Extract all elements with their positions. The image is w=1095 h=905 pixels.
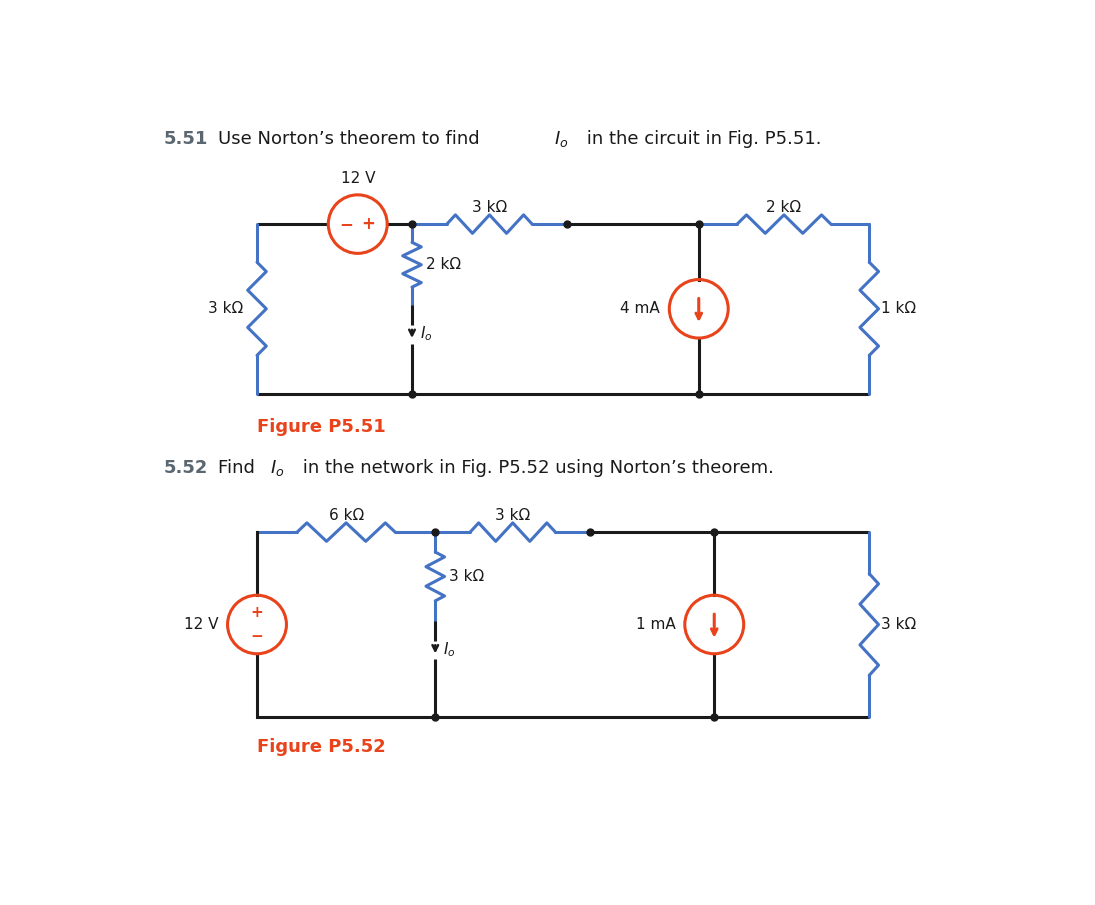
Text: $I_o$: $I_o$: [270, 458, 285, 478]
Text: 3 kΩ: 3 kΩ: [495, 508, 530, 523]
Text: 3 kΩ: 3 kΩ: [880, 617, 917, 632]
Text: −: −: [339, 215, 353, 233]
Text: +: +: [251, 605, 264, 620]
Text: 2 kΩ: 2 kΩ: [766, 200, 802, 214]
Text: 12 V: 12 V: [341, 171, 374, 186]
Text: Find: Find: [218, 459, 261, 477]
Text: $I_o$: $I_o$: [443, 640, 456, 659]
Text: in the network in Fig. P5.52 using Norton’s theorem.: in the network in Fig. P5.52 using Norto…: [298, 459, 774, 477]
Text: 12 V: 12 V: [184, 617, 218, 632]
Text: Use Norton’s theorem to find: Use Norton’s theorem to find: [218, 130, 485, 148]
Text: Figure P5.52: Figure P5.52: [257, 738, 385, 757]
Text: Figure P5.51: Figure P5.51: [257, 418, 385, 436]
Text: 4 mA: 4 mA: [620, 301, 660, 317]
Text: 5.52: 5.52: [164, 459, 208, 477]
Text: $I_o$: $I_o$: [554, 129, 568, 149]
Text: $I_o$: $I_o$: [419, 325, 433, 343]
Text: 3 kΩ: 3 kΩ: [208, 301, 243, 317]
Text: 2 kΩ: 2 kΩ: [426, 257, 461, 272]
Text: 1 mA: 1 mA: [636, 617, 676, 632]
Text: 5.51: 5.51: [164, 130, 208, 148]
Text: in the circuit in Fig. P5.51.: in the circuit in Fig. P5.51.: [581, 130, 821, 148]
Text: −: −: [251, 629, 264, 644]
Text: 3 kΩ: 3 kΩ: [472, 200, 507, 214]
Text: 3 kΩ: 3 kΩ: [449, 569, 484, 584]
Text: 6 kΩ: 6 kΩ: [328, 508, 364, 523]
Text: 1 kΩ: 1 kΩ: [880, 301, 917, 317]
Text: +: +: [361, 215, 374, 233]
